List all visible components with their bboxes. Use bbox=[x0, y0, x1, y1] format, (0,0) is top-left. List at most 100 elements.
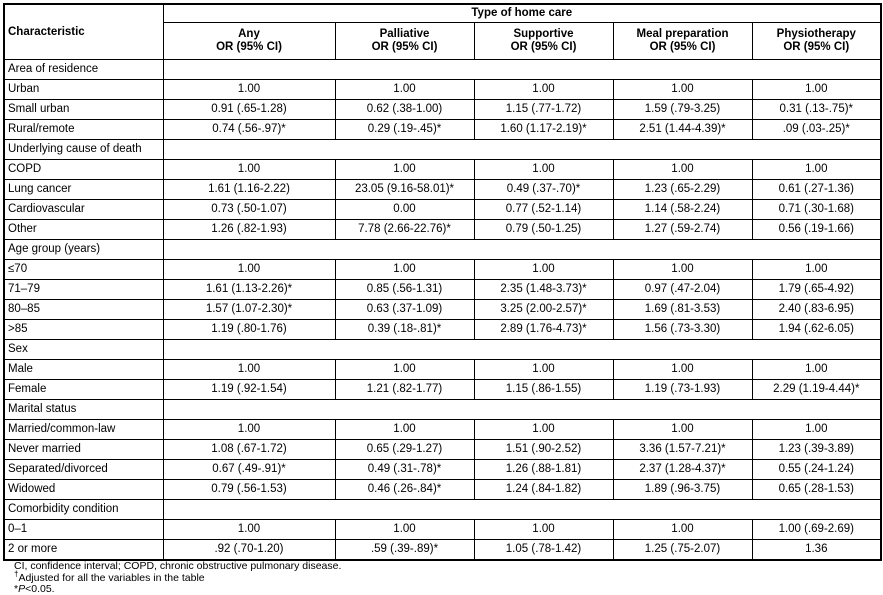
column-header-label: Physiotherapy bbox=[776, 28, 856, 40]
or-value-cell: 1.36 bbox=[751, 539, 882, 561]
table-body: Area of residence Urban 1.00 1.00 1.00 1.00 1.… bbox=[3, 59, 882, 561]
or-value-cell: 1.27 (.59-2.74) bbox=[612, 219, 753, 241]
or-value-cell: 1.23 (.39-3.89) bbox=[751, 439, 882, 461]
row-label: 2 or more bbox=[3, 539, 164, 561]
table-row: ≤70 1.00 1.00 1.00 1.00 1.00 bbox=[3, 259, 882, 281]
or-value-cell: 1.00 bbox=[162, 159, 336, 181]
or-value-cell: 2.40 (.83-6.95) bbox=[751, 299, 882, 321]
column-header-supportive: Supportive OR (95% CI) bbox=[473, 22, 614, 61]
section-row: Sex bbox=[3, 339, 882, 361]
or-value-cell: 1.24 (.84-1.82) bbox=[473, 479, 614, 501]
row-label: 80–85 bbox=[3, 299, 164, 321]
table-row: Female 1.19 (.92-1.54) 1.21 (.82-1.77) 1.15… bbox=[3, 379, 882, 401]
or-value-cell: .09 (.03-.25)* bbox=[751, 119, 882, 141]
group-header: Type of home care bbox=[162, 3, 882, 24]
or-value-cell: 1.69 (.81-3.53) bbox=[612, 299, 753, 321]
or-value-cell: 1.56 (.73-3.30) bbox=[612, 319, 753, 341]
or-value-cell: 2.89 (1.76-4.73)* bbox=[473, 319, 614, 341]
row-label: >85 bbox=[3, 319, 164, 341]
or-value-cell: 1.57 (1.07-2.30)* bbox=[162, 299, 336, 321]
row-label: Cardiovascular bbox=[3, 199, 164, 221]
or-value-cell: 2.51 (1.44-4.39)* bbox=[612, 119, 753, 141]
table-row: Urban 1.00 1.00 1.00 1.00 1.00 bbox=[3, 79, 882, 101]
column-header-sublabel: OR (95% CI) bbox=[510, 41, 577, 54]
row-label: Married/common-law bbox=[3, 419, 164, 441]
column-header-meal-preparation: Meal preparation OR (95% CI) bbox=[612, 22, 753, 61]
table-row: COPD 1.00 1.00 1.00 1.00 1.00 bbox=[3, 159, 882, 181]
or-value-cell: 1.26 (.88-1.81) bbox=[473, 459, 614, 481]
or-value-cell: 1.00 bbox=[612, 159, 753, 181]
section-label: Area of residence bbox=[3, 59, 164, 81]
or-value-cell: 1.19 (.73-1.93) bbox=[612, 379, 753, 401]
or-value-cell: 7.78 (2.66-22.76)* bbox=[334, 219, 475, 241]
section-label: Marital status bbox=[3, 399, 164, 421]
or-value-cell: 3.36 (1.57-7.21)* bbox=[612, 439, 753, 461]
or-value-cell: 1.00 bbox=[473, 419, 614, 441]
or-value-cell: 1.59 (.79-3.25) bbox=[612, 99, 753, 121]
column-header-sublabel: OR (95% CI) bbox=[371, 41, 438, 54]
or-value-cell: 1.94 (.62-6.05) bbox=[751, 319, 882, 341]
or-value-cell: 1.61 (1.13-2.26)* bbox=[162, 279, 336, 301]
or-value-cell: 1.25 (.75-2.07) bbox=[612, 539, 753, 561]
or-value-cell: 0.67 (.49-.91)* bbox=[162, 459, 336, 481]
or-value-cell: .59 (.39-.89)* bbox=[334, 539, 475, 561]
section-label: Sex bbox=[3, 339, 164, 361]
or-value-cell: 1.14 (.58-2.24) bbox=[612, 199, 753, 221]
column-header-label: Meal preparation bbox=[636, 28, 729, 40]
table-row: 71–79 1.61 (1.13-2.26)* 0.85 (.56-1.31) 2.3… bbox=[3, 279, 882, 301]
section-spacer bbox=[162, 399, 882, 421]
or-value-cell: 1.23 (.65-2.29) bbox=[612, 179, 753, 201]
or-value-cell: 0.85 (.56-1.31) bbox=[334, 279, 475, 301]
row-label: Rural/remote bbox=[3, 119, 164, 141]
row-label: Male bbox=[3, 359, 164, 381]
or-value-cell: 1.00 bbox=[334, 419, 475, 441]
or-value-cell: 1.08 (.67-1.72) bbox=[162, 439, 336, 461]
row-label: 0–1 bbox=[3, 519, 164, 541]
or-value-cell: 1.15 (.86-1.55) bbox=[473, 379, 614, 401]
or-value-cell: 1.00 bbox=[751, 159, 882, 181]
or-value-cell: 2.29 (1.19-4.44)* bbox=[751, 379, 882, 401]
section-spacer bbox=[162, 239, 882, 261]
row-label: Female bbox=[3, 379, 164, 401]
or-value-cell: 1.26 (.82-1.93) bbox=[162, 219, 336, 241]
row-label: Separated/divorced bbox=[3, 459, 164, 481]
or-value-cell: 0.73 (.50-1.07) bbox=[162, 199, 336, 221]
table-row: Rural/remote 0.74 (.56-.97)* 0.29 (.19-.45… bbox=[3, 119, 882, 141]
or-value-cell: 0.79 (.50-1.25) bbox=[473, 219, 614, 241]
or-value-cell: 2.35 (1.48-3.73)* bbox=[473, 279, 614, 301]
row-label: Widowed bbox=[3, 479, 164, 501]
or-value-cell: 0.56 (.19-1.66) bbox=[751, 219, 882, 241]
or-value-cell: 1.00 (.69-2.69) bbox=[751, 519, 882, 541]
table-row: Widowed 0.79 (.56-1.53) 0.46 (.26-.84)* 1.2… bbox=[3, 479, 882, 501]
or-value-cell: 1.00 bbox=[473, 259, 614, 281]
or-value-cell: 0.62 (.38-1.00) bbox=[334, 99, 475, 121]
table-row: Other 1.26 (.82-1.93) 7.78 (2.66-22.76)* 0.… bbox=[3, 219, 882, 241]
or-value-cell: 1.00 bbox=[751, 259, 882, 281]
column-header-any: Any OR (95% CI) bbox=[162, 22, 336, 61]
or-value-cell: 0.71 (.30-1.68) bbox=[751, 199, 882, 221]
table-row: Male 1.00 1.00 1.00 1.00 1.00 bbox=[3, 359, 882, 381]
or-value-cell: .92 (.70-1.20) bbox=[162, 539, 336, 561]
or-value-cell: 1.60 (1.17-2.19)* bbox=[473, 119, 614, 141]
or-value-cell: 0.49 (.31-.78)* bbox=[334, 459, 475, 481]
table-row: >85 1.19 (.80-1.76) 0.39 (.18-.81)* 2.89 (1… bbox=[3, 319, 882, 341]
or-value-cell: 1.51 (.90-2.52) bbox=[473, 439, 614, 461]
section-spacer bbox=[162, 339, 882, 361]
row-label: ≤70 bbox=[3, 259, 164, 281]
or-value-cell: 1.00 bbox=[334, 259, 475, 281]
row-label: Urban bbox=[3, 79, 164, 101]
column-header-sublabel: OR (95% CI) bbox=[783, 41, 850, 54]
asterisk-marker: * bbox=[14, 583, 19, 595]
row-label: Lung cancer bbox=[3, 179, 164, 201]
or-value-cell: 1.00 bbox=[612, 259, 753, 281]
or-value-cell: 1.00 bbox=[751, 419, 882, 441]
or-value-cell: 1.00 bbox=[751, 359, 882, 381]
or-value-cell: 1.00 bbox=[334, 359, 475, 381]
or-value-cell: 0.79 (.56-1.53) bbox=[162, 479, 336, 501]
column-header-label: Supportive bbox=[513, 28, 574, 40]
row-label: COPD bbox=[3, 159, 164, 181]
or-value-cell: 1.79 (.65-4.92) bbox=[751, 279, 882, 301]
column-header-label: Palliative bbox=[379, 28, 430, 40]
column-header-palliative: Palliative OR (95% CI) bbox=[334, 22, 475, 61]
